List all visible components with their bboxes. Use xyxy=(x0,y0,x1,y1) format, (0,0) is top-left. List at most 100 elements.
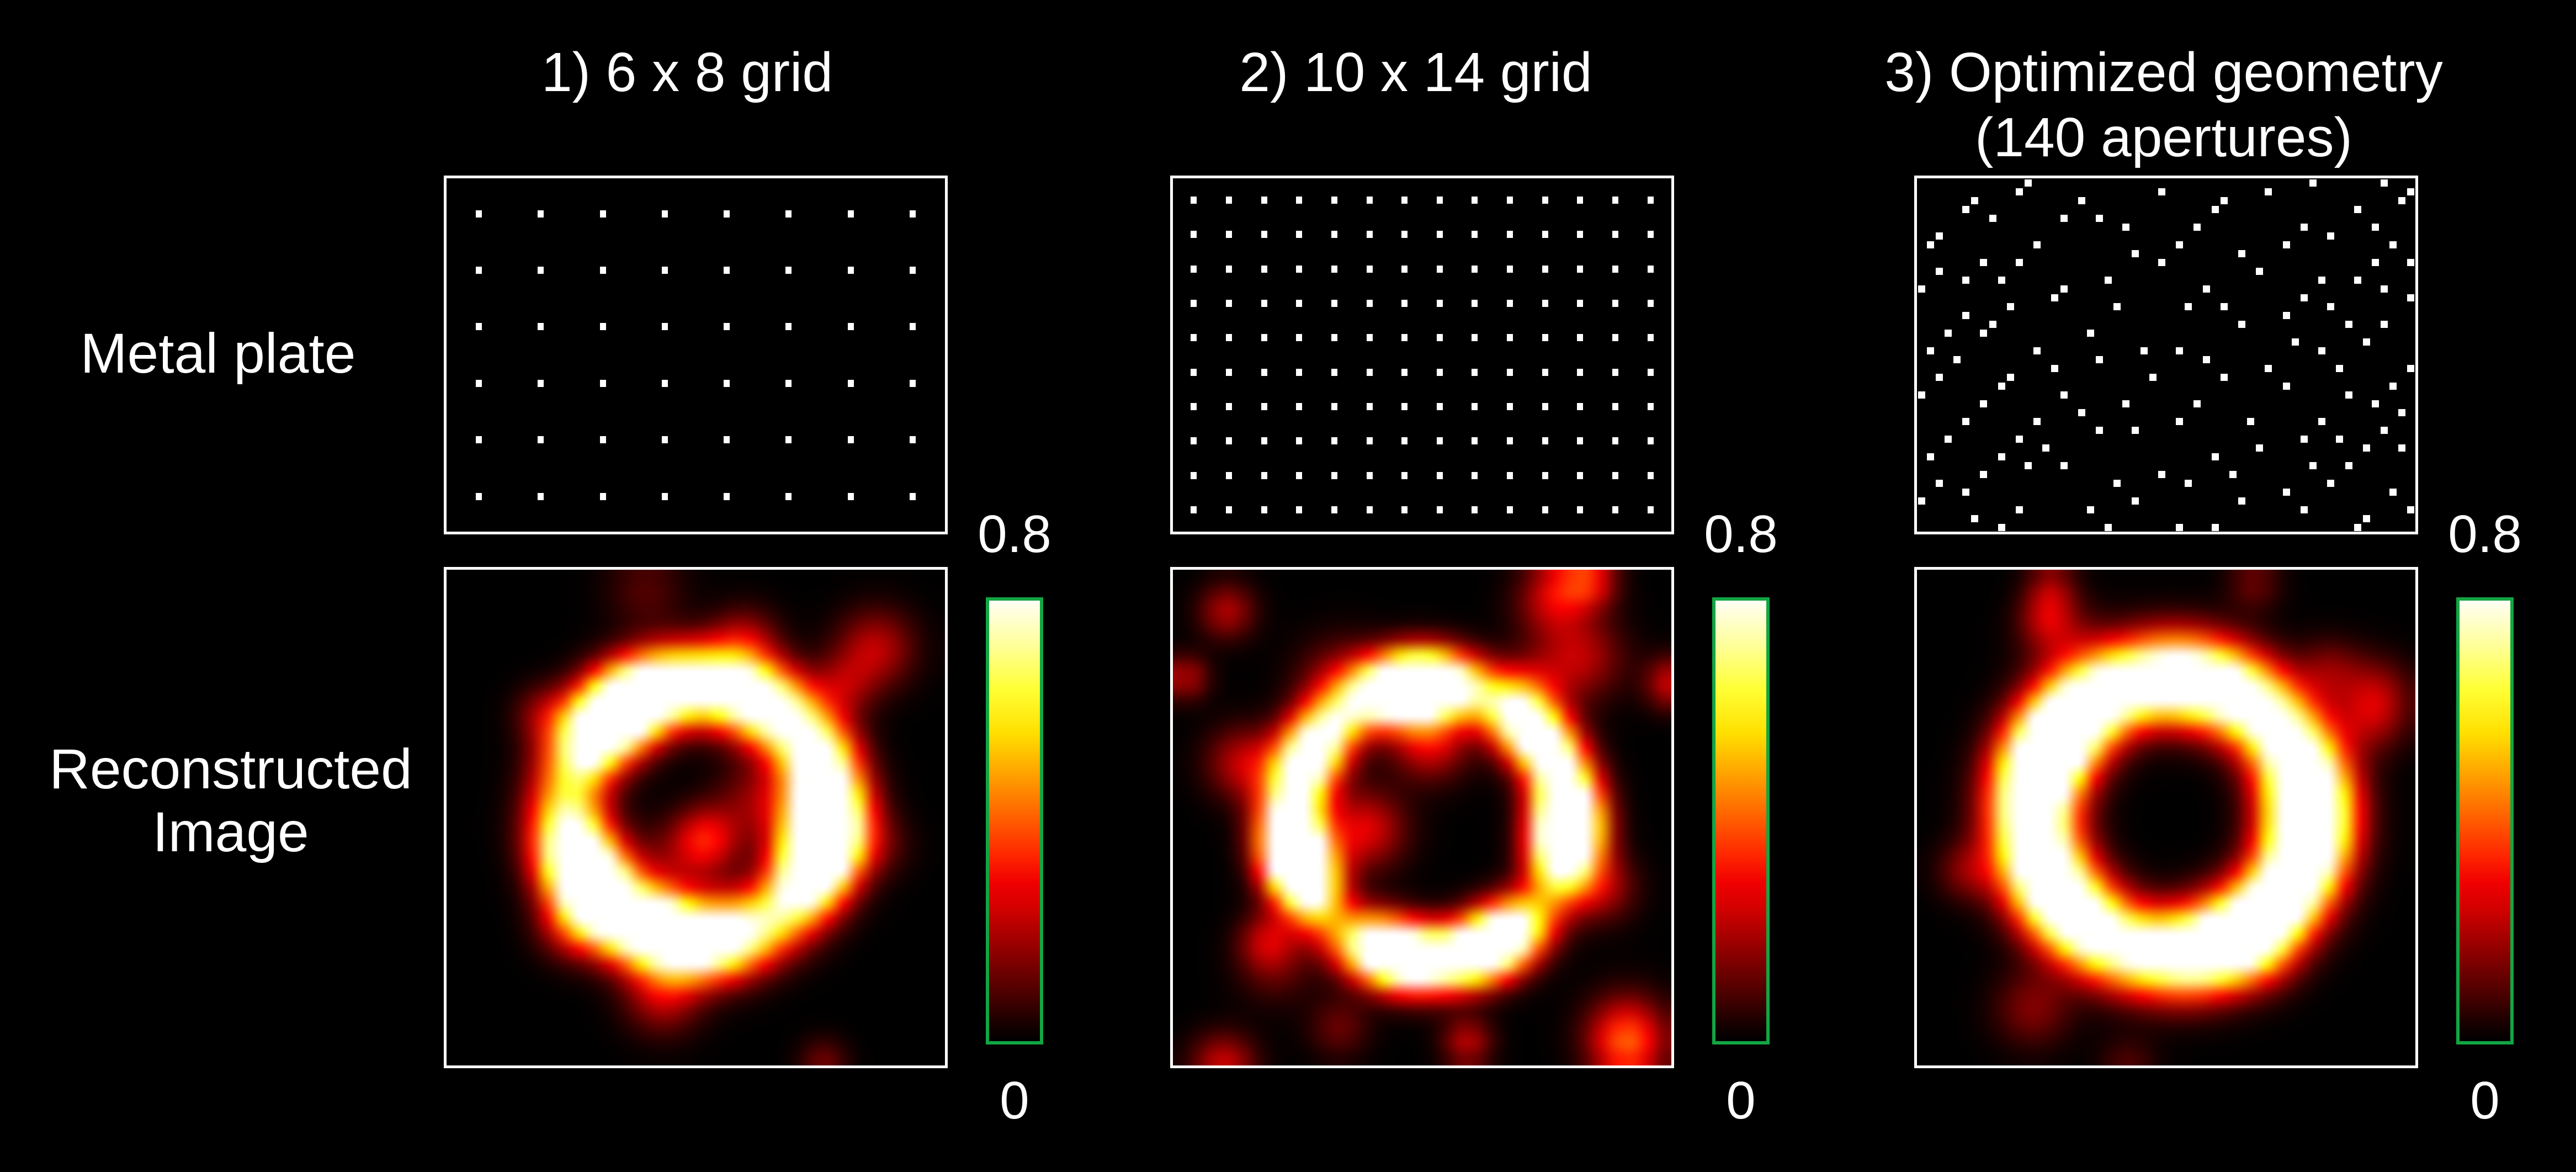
aperture-dot xyxy=(724,379,730,387)
colorbar-3 xyxy=(2456,597,2514,1044)
aperture-dot xyxy=(1577,334,1584,342)
aperture-dot xyxy=(476,436,482,444)
aperture-dot xyxy=(1472,300,1478,307)
colorbar-min-label-3: 0 xyxy=(2470,1071,2500,1130)
aperture-dot xyxy=(538,492,544,500)
aperture-dot xyxy=(1436,368,1443,376)
aperture-dot xyxy=(1962,205,1970,213)
aperture-dot xyxy=(1331,402,1337,410)
aperture-dot xyxy=(1191,506,1197,513)
aperture-dot xyxy=(2371,258,2379,266)
aperture-dot xyxy=(1989,320,1996,328)
aperture-dot xyxy=(1296,334,1303,342)
aperture-dot xyxy=(1542,402,1548,410)
aperture-dot xyxy=(1507,471,1513,479)
aperture-dot xyxy=(2042,444,2050,452)
aperture-dot xyxy=(1472,334,1478,342)
aperture-dot xyxy=(2060,285,2068,293)
aperture-dot xyxy=(1296,265,1303,273)
aperture-dot xyxy=(1366,231,1373,238)
aperture-dot xyxy=(2060,462,2068,469)
row-label-reconstructed-image: Reconstructed Image xyxy=(49,738,412,863)
aperture-dot xyxy=(2354,205,2361,213)
aperture-dot xyxy=(1935,232,1943,240)
aperture-dot xyxy=(1226,471,1233,479)
aperture-dot xyxy=(1612,471,1618,479)
aperture-dot xyxy=(1331,334,1337,342)
aperture-dot xyxy=(724,323,730,331)
aperture-dot xyxy=(2318,347,2326,354)
aperture-dot xyxy=(2202,356,2210,363)
reconstructed-image-canvas-2 xyxy=(1173,570,1671,1065)
aperture-dot xyxy=(1366,368,1373,376)
aperture-dot xyxy=(2362,444,2370,452)
aperture-dot xyxy=(1366,334,1373,342)
aperture-dot xyxy=(1962,417,1970,425)
aperture-dot xyxy=(2105,276,2112,284)
aperture-dot xyxy=(2407,188,2415,195)
aperture-dot xyxy=(1226,437,1233,445)
aperture-dot xyxy=(1191,231,1197,238)
aperture-dot xyxy=(2362,338,2370,346)
aperture-dot xyxy=(1261,506,1267,513)
aperture-dot xyxy=(2398,197,2406,204)
aperture-dot xyxy=(2300,223,2308,231)
aperture-dot xyxy=(2078,409,2085,416)
aperture-dot xyxy=(1944,435,1952,443)
aperture-dot xyxy=(2096,214,2104,222)
aperture-dot xyxy=(1962,276,1970,284)
aperture-dot xyxy=(2105,523,2112,531)
aperture-dot xyxy=(2193,400,2201,407)
reconstructed-image-canvas-3 xyxy=(1917,570,2415,1065)
aperture-dot xyxy=(724,436,730,444)
aperture-dot xyxy=(1507,437,1513,445)
aperture-dot xyxy=(2265,188,2272,195)
aperture-dot xyxy=(1980,329,1988,337)
aperture-dot xyxy=(1935,267,1943,275)
aperture-dot xyxy=(1542,368,1548,376)
aperture-dot xyxy=(1261,197,1267,204)
aperture-dot xyxy=(1401,402,1408,410)
aperture-dot xyxy=(476,210,482,218)
aperture-dot xyxy=(1980,258,1988,266)
aperture-dot xyxy=(1261,368,1267,376)
aperture-dot xyxy=(2398,409,2406,416)
aperture-dot xyxy=(2282,241,2290,248)
aperture-dot xyxy=(661,492,668,500)
aperture-dot xyxy=(538,266,544,274)
aperture-dot xyxy=(661,436,668,444)
aperture-dot xyxy=(1331,506,1337,513)
aperture-dot xyxy=(1401,231,1408,238)
aperture-dot xyxy=(1507,265,1513,273)
aperture-dot xyxy=(1331,197,1337,204)
aperture-dot xyxy=(1296,368,1303,376)
aperture-dot xyxy=(2371,400,2379,407)
reconstructed-image-panel-3 xyxy=(1914,567,2418,1068)
aperture-dot xyxy=(1944,329,1952,337)
aperture-dot xyxy=(2060,391,2068,399)
aperture-dot xyxy=(2407,364,2415,372)
aperture-dot xyxy=(1226,506,1233,513)
aperture-dot xyxy=(785,492,792,500)
aperture-dot xyxy=(2238,497,2246,505)
aperture-dot xyxy=(1998,453,2005,460)
aperture-dot xyxy=(1507,368,1513,376)
aperture-dot xyxy=(1401,368,1408,376)
aperture-dot xyxy=(1542,506,1548,513)
aperture-dot xyxy=(1191,368,1197,376)
aperture-dot xyxy=(538,210,544,218)
aperture-dot xyxy=(661,323,668,331)
metal-plate-panel-2 xyxy=(1170,176,1674,534)
aperture-dot xyxy=(599,266,606,274)
aperture-dot xyxy=(1926,347,1934,354)
aperture-dot xyxy=(1577,506,1584,513)
aperture-dot xyxy=(1918,285,1925,293)
aperture-dot xyxy=(1226,300,1233,307)
aperture-dot xyxy=(1401,437,1408,445)
aperture-dot xyxy=(2131,426,2139,434)
aperture-dot xyxy=(2015,435,2023,443)
aperture-dot xyxy=(2176,417,2184,425)
aperture-dot xyxy=(2131,250,2139,257)
aperture-dot xyxy=(538,323,544,331)
